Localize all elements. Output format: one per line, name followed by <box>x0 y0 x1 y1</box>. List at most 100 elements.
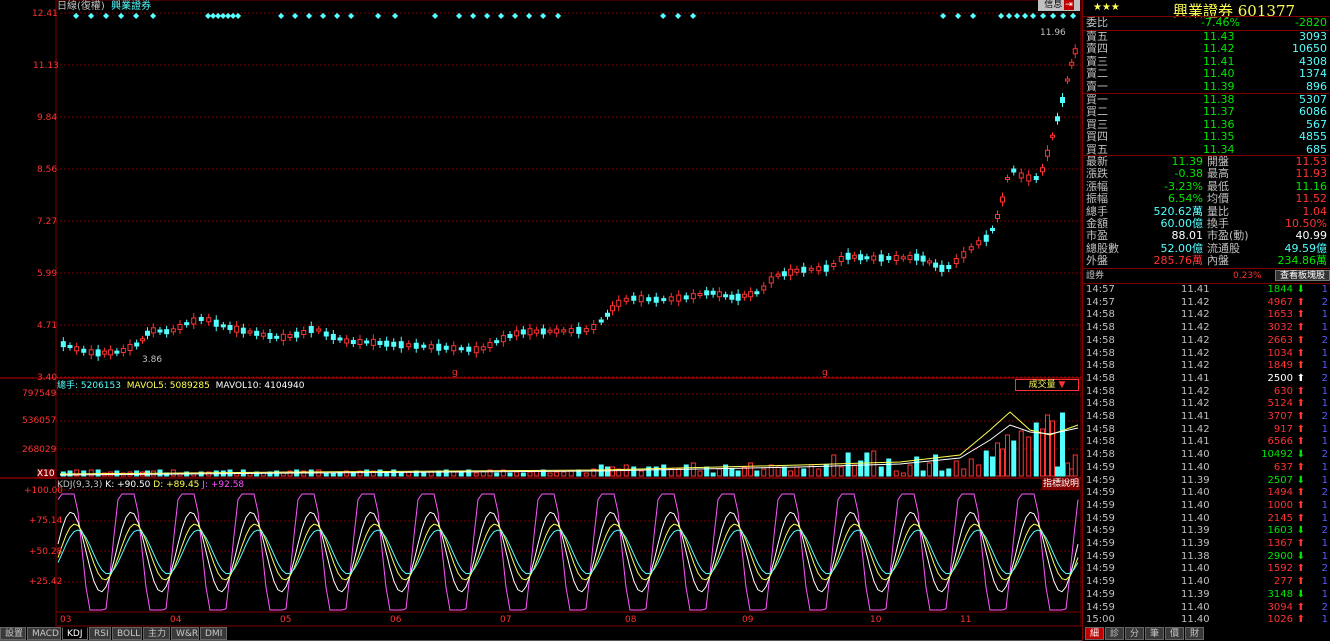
tick-count: 2 <box>1321 487 1328 499</box>
tab-wr[interactable]: W&R <box>171 627 199 640</box>
tab-finance[interactable]: 財 <box>1185 627 1204 640</box>
tick-row[interactable]: 14:58 11.42 917 ⬆ 1 <box>1085 424 1329 437</box>
ask-level-row[interactable]: 賣二 11.40 1374 <box>1085 68 1329 81</box>
signal-marker: ◆ <box>88 11 95 20</box>
month-label: 09 <box>742 615 754 625</box>
tick-row[interactable]: 14:59 11.40 2145 ⬆ 1 <box>1085 513 1329 526</box>
close-icon[interactable]: ⇥ <box>1064 0 1074 10</box>
low-price-annotation: 3.86 <box>142 355 163 365</box>
tick-row[interactable]: 15:00 11.40 1026 ⬆ 1 <box>1085 614 1329 627</box>
tick-row[interactable]: 14:59 11.39 3148 ⬇ 1 <box>1085 589 1329 602</box>
event-marker[interactable]: g <box>822 368 828 378</box>
tab-dmi[interactable]: DMI <box>200 627 227 640</box>
level-price: 11.38 <box>1203 93 1235 106</box>
ask-level-row[interactable]: 賣四 11.42 10650 <box>1085 43 1329 56</box>
tick-row[interactable]: 14:58 11.41 6566 ⬆ 1 <box>1085 436 1329 449</box>
candle <box>729 294 735 300</box>
tick-time: 14:58 <box>1086 423 1115 435</box>
tick-price: 11.42 <box>1181 385 1210 397</box>
candle <box>858 254 864 261</box>
tick-row[interactable]: 14:59 11.39 1603 ⬇ 2 <box>1085 525 1329 538</box>
bid-level-row[interactable]: 買三 11.36 567 <box>1085 118 1329 132</box>
tab-rsi[interactable]: RSI <box>89 627 111 640</box>
chart-canvas[interactable]: ◆ ◆ ◆ ◆ ◆ ◆ ◆◆◆◆◆◆◆ ◆ ◆ ◆ ◆ ◆ ◆ ◆ ◆ ◆ ◆ ◆ ◆ ◆ ◆ ◆ ◆ ◆ ◆ ◆ ◆ ◆ ◆ ◆ ◆ ◆ ◆ ◆… <box>0 0 1082 627</box>
info-button[interactable]: 信息 ⇥ <box>1038 0 1080 11</box>
tick-volume: 277 <box>1273 576 1293 588</box>
tab-main-force[interactable]: 主力 <box>143 627 170 640</box>
arrow-down-icon: ⬇ <box>1296 588 1305 600</box>
tab-boll[interactable]: BOLL <box>112 627 142 640</box>
price-axis-label: 9.84 <box>37 113 58 123</box>
stat-row: 最新 11.39 開盤 11.53 <box>1085 156 1329 169</box>
volume-bar <box>961 468 967 477</box>
volume-bar <box>801 468 807 477</box>
tick-row[interactable]: 14:59 11.40 1592 ⬆ 2 <box>1085 563 1329 576</box>
tick-row[interactable]: 14:58 11.42 630 ⬆ 1 <box>1085 386 1329 399</box>
tick-row[interactable]: 14:58 11.42 2663 ⬆ 2 <box>1085 335 1329 348</box>
candle <box>494 340 500 344</box>
arrow-up-icon: ⬆ <box>1296 334 1305 346</box>
tick-row[interactable]: 14:58 11.42 1849 ⬆ 1 <box>1085 360 1329 373</box>
favorite-stars-icon[interactable]: ★★★ <box>1093 2 1120 13</box>
signal-marker: ◆ <box>210 11 217 20</box>
volume-bar <box>357 470 363 477</box>
tab-macd[interactable]: MACD <box>27 627 61 640</box>
candle <box>527 328 533 336</box>
candle <box>191 317 197 325</box>
tick-row[interactable]: 14:59 11.40 1000 ⬆ 1 <box>1085 500 1329 513</box>
stat-label: 市盈(動) <box>1207 229 1249 243</box>
candle <box>145 330 150 336</box>
tick-row[interactable]: 14:58 11.41 2500 ⬆ 2 <box>1085 373 1329 386</box>
tick-row[interactable]: 14:57 11.42 4967 ⬆ 2 <box>1085 297 1329 310</box>
tab-price[interactable]: 價 <box>1165 627 1184 640</box>
tick-row[interactable]: 14:59 11.40 3094 ⬆ 2 <box>1085 602 1329 615</box>
tab-kdj[interactable]: KDJ <box>62 627 88 640</box>
volume-bar <box>710 472 716 477</box>
event-marker[interactable]: g <box>452 368 458 378</box>
tick-count: 2 <box>1321 411 1328 422</box>
candle <box>1065 78 1070 82</box>
tab-settings[interactable]: 設置 <box>0 627 26 640</box>
indicator-help-button[interactable]: 指標說明 <box>1042 479 1080 490</box>
arrow-up-icon: ⬆ <box>1296 512 1305 524</box>
candle <box>1033 176 1039 180</box>
ask-level-row[interactable]: 賣三 11.41 4308 <box>1085 55 1329 69</box>
kline-chart-area[interactable]: ◆ ◆ ◆ ◆ ◆ ◆ ◆ ◆ ◆ ◆ ◆ ◆ ◆ ◆ ◆ ◆ ◆ ◆ ◆ ◆ ◆ ◆ ◆ ◆ ◆ ◆ ◆ ◆ ◆ ◆ ◆ ◆ ◆ ◆ ◆ ◆ ◆ ◆ ◆ ◆… <box>0 0 1082 627</box>
stat-value: 60.00億 <box>1160 217 1204 230</box>
bid-level-row[interactable]: 買四 11.35 4855 <box>1085 131 1329 144</box>
indicator-selector[interactable]: 成交量 ▼ <box>1015 379 1079 391</box>
tick-row[interactable]: 14:59 11.40 1494 ⬆ 2 <box>1085 487 1329 500</box>
stat-label: 最高 <box>1207 167 1229 181</box>
tab-minute[interactable]: 分 <box>1125 627 1144 640</box>
signal-marker: ◆ <box>133 11 140 20</box>
bid-level-row[interactable]: 買五 11.34 685 <box>1085 143 1329 157</box>
candle <box>638 295 644 303</box>
tick-row[interactable]: 14:59 11.40 637 ⬆ 1 <box>1085 462 1329 475</box>
volume-bar <box>968 458 974 477</box>
bid-level-row[interactable]: 買二 11.37 6086 <box>1085 106 1329 119</box>
bid-level-row[interactable]: 買一 11.38 5307 <box>1085 94 1329 107</box>
ask-level-row[interactable]: 賣五 11.43 3093 <box>1085 31 1329 44</box>
tick-row[interactable]: 14:59 11.40 277 ⬆ 1 <box>1085 576 1329 589</box>
tab-diagnosis[interactable]: 診 <box>1105 627 1124 640</box>
volume-bar <box>781 466 787 477</box>
tick-row[interactable]: 14:59 11.39 1367 ⬆ 1 <box>1085 538 1329 551</box>
tick-row[interactable]: 14:58 11.41 3707 ⬆ 2 <box>1085 411 1329 424</box>
ask-level-row[interactable]: 賣一 11.39 896 <box>1085 80 1329 94</box>
tick-row[interactable]: 14:59 11.39 2507 ⬇ 1 <box>1085 475 1329 488</box>
candle <box>316 328 322 332</box>
tick-row[interactable]: 14:58 11.42 1653 ⬆ 1 <box>1085 309 1329 322</box>
tick-row[interactable]: 14:57 11.41 1844 ⬇ 1 <box>1085 284 1329 297</box>
tick-row[interactable]: 14:59 11.38 2900 ⬇ 1 <box>1085 551 1329 564</box>
tick-row[interactable]: 14:58 11.40 10492 ⬇ 2 <box>1085 449 1329 462</box>
tick-row[interactable]: 14:58 11.42 5124 ⬆ 1 <box>1085 398 1329 411</box>
tick-count: 1 <box>1321 538 1328 549</box>
tab-detail[interactable]: 細 <box>1085 627 1104 640</box>
tick-row[interactable]: 14:58 11.42 1034 ⬆ 1 <box>1085 348 1329 361</box>
tick-row[interactable]: 14:58 11.42 3032 ⬆ 1 <box>1085 322 1329 335</box>
level-label: 賣四 <box>1086 42 1108 56</box>
candle <box>995 214 1000 219</box>
tick-volume: 10492 <box>1261 449 1293 461</box>
view-sector-stocks-button[interactable]: 查看板塊股 <box>1275 270 1330 281</box>
tab-trades[interactable]: 筆 <box>1145 627 1164 640</box>
